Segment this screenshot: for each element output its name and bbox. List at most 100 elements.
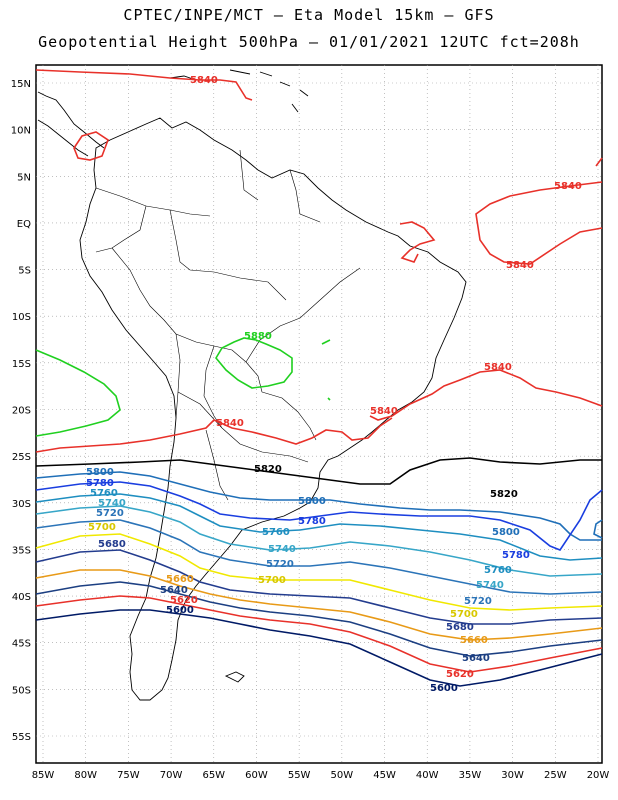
latitude-labels: 15N 10N 5N EQ 5S 10S 15S 20S 25S 30S 35S 40S 45S 50S 5… [11,79,31,743]
contour-5740 [35,505,603,577]
latitude-label: EQ [17,219,31,230]
contour-5840-atlantic-north [475,181,603,265]
contour-label: 5800 [298,496,326,507]
contour-label: 5840 [216,418,244,429]
longitude-label: 65W [202,770,225,781]
contour-label: 5780 [502,550,530,561]
longitude-label: 25W [544,770,567,781]
falkland-islands [224,671,245,683]
contour-5840-east-edge [595,157,603,167]
longitude-label: 40W [416,770,439,781]
contour-5840-atlantic-south [369,369,603,421]
contour-5780 [35,481,603,551]
latitude-label: 35S [12,545,31,556]
latitude-label: 45S [12,639,31,650]
contour-label: 5600 [430,683,458,694]
latitude-label: 10S [12,312,31,323]
coastlines [37,69,467,701]
longitude-label: 70W [160,770,183,781]
latitude-label: 5N [17,172,31,183]
contour-5660 [35,569,603,641]
contour-5820 [35,457,602,485]
south-america-coast [79,117,467,701]
contour-5880-pacific [35,349,121,437]
contour-5800 [35,471,603,541]
latitude-label: 20S [12,406,31,417]
contour-5620 [35,595,603,673]
contour-label: 5840 [370,406,398,417]
latitude-label: 40S [12,592,31,603]
graticule [36,65,602,763]
contour-label: 5620 [446,669,474,680]
contour-label: 5700 [88,522,116,533]
contour-label: 5640 [462,653,490,664]
contour-label: 5840 [484,362,512,373]
contour-5880-brazil [215,337,331,401]
longitude-label: 60W [245,770,268,781]
longitude-label: 50W [331,770,354,781]
contour-5600 [35,609,603,687]
contour-label: 5840 [554,181,582,192]
contour-label: 5840 [190,75,218,86]
latitude-label: 50S [12,685,31,696]
contour-label: 5880 [244,331,272,342]
latitude-label: 5S [18,266,31,277]
contour-label: 5680 [98,539,126,550]
contour-labels: 5840 5840 5840 5840 5840 5840 5880 5820 … [86,75,582,694]
contour-label: 5600 [166,605,194,616]
contour-label: 5800 [86,467,114,478]
contour-label: 5660 [166,574,194,585]
caribbean-islands [169,69,309,113]
contour-label: 5840 [506,260,534,271]
contour-label: 5760 [262,527,290,538]
longitude-label: 55W [288,770,311,781]
latitude-label: 10N [11,126,31,137]
contour-label: 5700 [258,575,286,586]
latitude-label: 15S [12,359,31,370]
contour-label: 5780 [298,516,326,527]
longitude-label: 75W [117,770,140,781]
latitude-label: 55S [12,732,31,743]
longitude-label: 30W [501,770,524,781]
longitude-label: 20W [587,770,610,781]
contour-label: 5740 [98,498,126,509]
contour-label: 5720 [96,508,124,519]
central-america-coast [37,91,105,157]
map-frame [35,64,603,764]
contour-label: 5640 [160,585,188,596]
contour-label: 5740 [268,544,296,555]
longitude-label: 45W [373,770,396,781]
contour-label: 5720 [464,596,492,607]
map-title-line1: CPTEC/INPE/MCT – Eta Model 15km – GFS [123,6,495,24]
longitude-label: 35W [459,770,482,781]
contour-label: 5680 [446,622,474,633]
contour-5840-venezuela [73,131,109,161]
latitude-label: 15N [11,79,31,90]
latitude-label: 30S [12,499,31,510]
contour-label: 5700 [450,609,478,620]
contour-label: 5760 [90,488,118,499]
contour-label: 5760 [484,565,512,576]
contour-5720 [35,519,603,595]
contour-5840-north [35,69,253,101]
map-title-line2: Geopotential Height 500hPa – 01/01/2021 … [38,33,580,51]
contour-label: 5620 [170,595,198,606]
contour-5680 [35,549,603,625]
contour-label: 5820 [254,464,282,475]
contour-5840-south [35,417,393,453]
contour-label: 5660 [460,635,488,646]
longitude-label: 80W [74,770,97,781]
contour-5840-ne-brazil [399,221,436,263]
contour-5640 [35,581,603,657]
latitude-label: 25S [12,452,31,463]
contour-label: 5720 [266,559,294,570]
contour-label: 5780 [86,478,114,489]
contour-label: 5800 [492,527,520,538]
contour-label: 5740 [476,580,504,591]
contour-label: 5820 [490,489,518,500]
height-contours [35,69,603,687]
contour-5760 [35,493,603,561]
longitude-label: 85W [32,770,55,781]
longitude-labels: 85W 80W 75W 70W 65W 60W 55W 50W 45W 40W 35W 30W 25W 2… [32,770,610,781]
